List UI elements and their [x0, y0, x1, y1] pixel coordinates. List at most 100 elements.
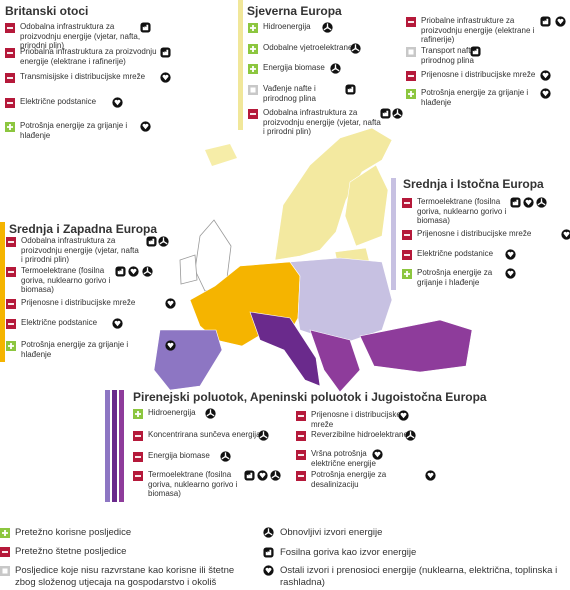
impact-label: Prijenosne i distribucijske mreže [417, 229, 532, 238]
negative-sign [0, 547, 10, 557]
renewable-icon [220, 451, 231, 462]
renewable-icon [142, 266, 153, 277]
region-bar [238, 0, 243, 130]
impact-label: Reverzibilne hidroelektrane [311, 430, 408, 439]
legend-label: Fosilna goriva kao izvor energije [280, 547, 417, 558]
positive-sign [133, 409, 143, 419]
other-source-icon [540, 88, 551, 99]
impact-label: Električne podstanice [21, 318, 98, 327]
negative-sign [296, 450, 306, 460]
negative-sign [296, 411, 306, 421]
other-source-icon [160, 72, 171, 83]
positive-sign [6, 341, 16, 351]
impact-label: Vršna potrošnja električne energije [311, 449, 376, 468]
turkey [359, 319, 473, 373]
fossil-icon [160, 47, 171, 58]
impact-label: Transmisijske i distribucijske mreže [20, 72, 146, 81]
region-bar [119, 390, 124, 502]
neutral-sign [406, 47, 416, 57]
other-source-icon [140, 121, 151, 132]
iberian-peninsula [153, 329, 223, 391]
legend-label: Obnovljivi izvori energije [280, 527, 383, 538]
other-source-icon [112, 318, 123, 329]
negative-sign [402, 250, 412, 260]
impact-label: Potrošnja energije za grijanje i hlađenj… [21, 340, 129, 359]
renewable-icon [263, 527, 274, 538]
positive-sign [406, 89, 416, 99]
positive-sign [402, 269, 412, 279]
positive-sign [5, 122, 15, 132]
other-source-icon [165, 340, 176, 351]
neutral-sign [0, 566, 10, 576]
negative-sign [6, 267, 16, 277]
renewable-icon [536, 197, 547, 208]
negative-sign [296, 431, 306, 441]
other-source-icon [555, 16, 566, 27]
northern-europe [274, 127, 393, 261]
region-title: Britanski otoci [5, 4, 89, 18]
impact-label: Prijenosne i distribucijske mreže [21, 298, 136, 307]
impact-label: Termoelektrane (fosilna goriva, nuklearn… [148, 470, 238, 498]
negative-sign [402, 198, 412, 208]
legend-label: Pretežno korisne posljedice [15, 527, 132, 538]
fossil-icon [470, 46, 481, 57]
fossil-icon [380, 108, 391, 119]
impact-label: Odobalna infrastruktura za proizvodnju e… [20, 22, 141, 50]
impact-label: Vađenje nafte i prirodnog plina [263, 84, 316, 103]
region-title: Sjeverna Europa [247, 4, 342, 18]
iceland [205, 144, 237, 166]
impact-label: Potrošnja energije za grijanje i hlađenj… [20, 121, 128, 140]
negative-sign [5, 73, 15, 83]
negative-sign [133, 452, 143, 462]
renewable-icon [330, 63, 341, 74]
other-source-icon [112, 97, 123, 108]
impact-label: Koncentrirana sunčeva energija [148, 430, 261, 439]
impact-label: Potrošnja energije za grijanje i hlađenj… [421, 88, 529, 107]
negative-sign [133, 471, 143, 481]
other-source-icon [128, 266, 139, 277]
neutral-sign [248, 85, 258, 95]
impact-label: Energija biomase [148, 451, 210, 460]
renewable-icon [322, 22, 333, 33]
south-eastern-europe [309, 329, 361, 393]
renewable-icon [350, 43, 361, 54]
other-source-icon [263, 565, 274, 576]
region-bar [391, 178, 396, 290]
negative-sign [6, 319, 16, 329]
ireland [179, 254, 198, 285]
negative-sign [402, 230, 412, 240]
other-source-icon [523, 197, 534, 208]
negative-sign [406, 17, 416, 27]
impact-label: Odobalne vjetroelektrane [263, 43, 353, 52]
fossil-icon [345, 84, 356, 95]
renewable-icon [270, 470, 281, 481]
region-title: Srednja i Istočna Europa [403, 177, 544, 191]
negative-sign [5, 48, 15, 58]
impact-label: Priobalne infrastrukture za proizvodnju … [421, 16, 535, 44]
negative-sign [248, 109, 258, 119]
impact-label: Termoelektrane (fosilna goriva, nuklearn… [417, 197, 507, 225]
fossil-icon [540, 16, 551, 27]
negative-sign [6, 237, 16, 247]
legend-label: Pretežno štetne posljedice [15, 546, 127, 557]
legend-label: Ostali izvori i prenosioci energije (nuk… [280, 565, 558, 588]
impact-label: Priobalna infrastruktura za proizvodnju … [20, 47, 157, 66]
renewable-icon [205, 408, 216, 419]
impact-label: Potrošnja energije za grijanje i hlađenj… [417, 268, 493, 287]
negative-sign [406, 71, 416, 81]
impact-label: Energija biomase [263, 63, 325, 72]
other-source-icon [425, 470, 436, 481]
negative-sign [6, 299, 16, 309]
other-source-icon [561, 229, 570, 240]
other-source-icon [505, 249, 516, 260]
impact-label: Prijenosne i distribucijske mreže [421, 70, 536, 79]
other-source-icon [540, 70, 551, 81]
renewable-icon [405, 430, 416, 441]
impact-label: Transport nafte i prirodnog plina [421, 46, 479, 65]
other-source-icon [257, 470, 268, 481]
legend-label: Posljedice koje nisu razvrstane kao kori… [15, 565, 235, 588]
negative-sign [5, 98, 15, 108]
region-bar [105, 390, 110, 502]
